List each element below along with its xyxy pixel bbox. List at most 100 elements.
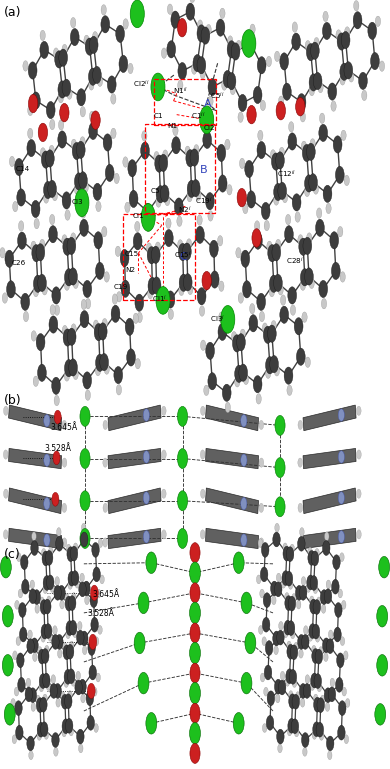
Circle shape — [96, 355, 104, 371]
Text: C1: C1 — [153, 113, 163, 119]
Polygon shape — [303, 448, 356, 469]
Circle shape — [107, 76, 116, 93]
Circle shape — [94, 324, 103, 341]
Circle shape — [29, 589, 37, 604]
Circle shape — [65, 210, 70, 220]
Circle shape — [151, 246, 160, 264]
Circle shape — [239, 364, 248, 381]
Circle shape — [261, 542, 269, 558]
Circle shape — [286, 547, 294, 561]
Circle shape — [301, 577, 306, 585]
Circle shape — [78, 744, 83, 753]
Circle shape — [268, 245, 277, 261]
Circle shape — [289, 122, 294, 132]
Circle shape — [80, 532, 88, 547]
Circle shape — [197, 25, 206, 42]
Circle shape — [100, 354, 108, 371]
Circle shape — [236, 248, 241, 258]
Circle shape — [64, 670, 72, 684]
Circle shape — [285, 677, 290, 686]
Circle shape — [19, 603, 26, 618]
Circle shape — [93, 183, 102, 201]
Circle shape — [116, 384, 122, 395]
Circle shape — [89, 634, 97, 650]
Circle shape — [69, 268, 77, 285]
Circle shape — [190, 744, 200, 764]
Circle shape — [187, 191, 192, 202]
Circle shape — [342, 601, 346, 609]
Circle shape — [250, 304, 255, 314]
Circle shape — [324, 532, 329, 541]
Circle shape — [238, 112, 243, 122]
Text: C1$^{ii}$: C1$^{ii}$ — [191, 111, 206, 122]
Circle shape — [32, 245, 41, 261]
Circle shape — [13, 651, 17, 660]
Circle shape — [200, 450, 205, 459]
Circle shape — [70, 546, 78, 561]
Circle shape — [225, 402, 230, 413]
Circle shape — [31, 241, 36, 251]
Circle shape — [190, 583, 200, 603]
Circle shape — [76, 729, 84, 744]
Circle shape — [345, 27, 350, 37]
Circle shape — [289, 691, 293, 700]
Circle shape — [50, 215, 55, 225]
Circle shape — [80, 311, 89, 328]
Circle shape — [18, 232, 26, 249]
Circle shape — [315, 548, 319, 558]
Circle shape — [179, 285, 184, 295]
Circle shape — [128, 160, 136, 177]
Circle shape — [85, 298, 91, 309]
Circle shape — [311, 673, 318, 688]
Circle shape — [323, 185, 332, 202]
Circle shape — [67, 547, 74, 561]
Circle shape — [40, 30, 45, 41]
Circle shape — [245, 161, 254, 178]
Circle shape — [267, 691, 275, 706]
Circle shape — [183, 274, 192, 291]
Circle shape — [63, 645, 71, 660]
Circle shape — [49, 225, 57, 243]
Circle shape — [273, 532, 280, 547]
Circle shape — [298, 235, 303, 245]
Circle shape — [2, 654, 13, 676]
Circle shape — [377, 605, 388, 627]
Circle shape — [218, 175, 227, 192]
Circle shape — [178, 80, 183, 91]
Circle shape — [353, 12, 362, 29]
Circle shape — [340, 553, 344, 561]
Circle shape — [310, 576, 317, 591]
Circle shape — [31, 638, 38, 653]
Circle shape — [80, 219, 89, 236]
Circle shape — [292, 22, 298, 32]
Circle shape — [245, 632, 256, 654]
Circle shape — [71, 18, 76, 28]
Circle shape — [123, 157, 128, 167]
Circle shape — [356, 530, 361, 539]
Circle shape — [41, 548, 46, 558]
Circle shape — [190, 682, 200, 704]
Circle shape — [287, 621, 295, 635]
Circle shape — [21, 554, 28, 570]
Circle shape — [313, 600, 321, 614]
Circle shape — [273, 275, 282, 291]
Circle shape — [56, 537, 63, 551]
Circle shape — [303, 238, 312, 255]
Circle shape — [66, 630, 70, 639]
Circle shape — [121, 280, 130, 298]
Circle shape — [96, 673, 100, 682]
Circle shape — [94, 724, 98, 732]
Circle shape — [114, 367, 122, 384]
Circle shape — [75, 189, 89, 217]
Circle shape — [206, 25, 211, 35]
Polygon shape — [9, 448, 62, 469]
Circle shape — [58, 120, 64, 130]
Circle shape — [257, 293, 266, 311]
Circle shape — [68, 571, 76, 586]
Circle shape — [62, 45, 67, 55]
Circle shape — [48, 632, 52, 641]
Circle shape — [177, 491, 188, 511]
Circle shape — [64, 678, 69, 687]
Circle shape — [338, 409, 344, 421]
Circle shape — [208, 78, 217, 95]
